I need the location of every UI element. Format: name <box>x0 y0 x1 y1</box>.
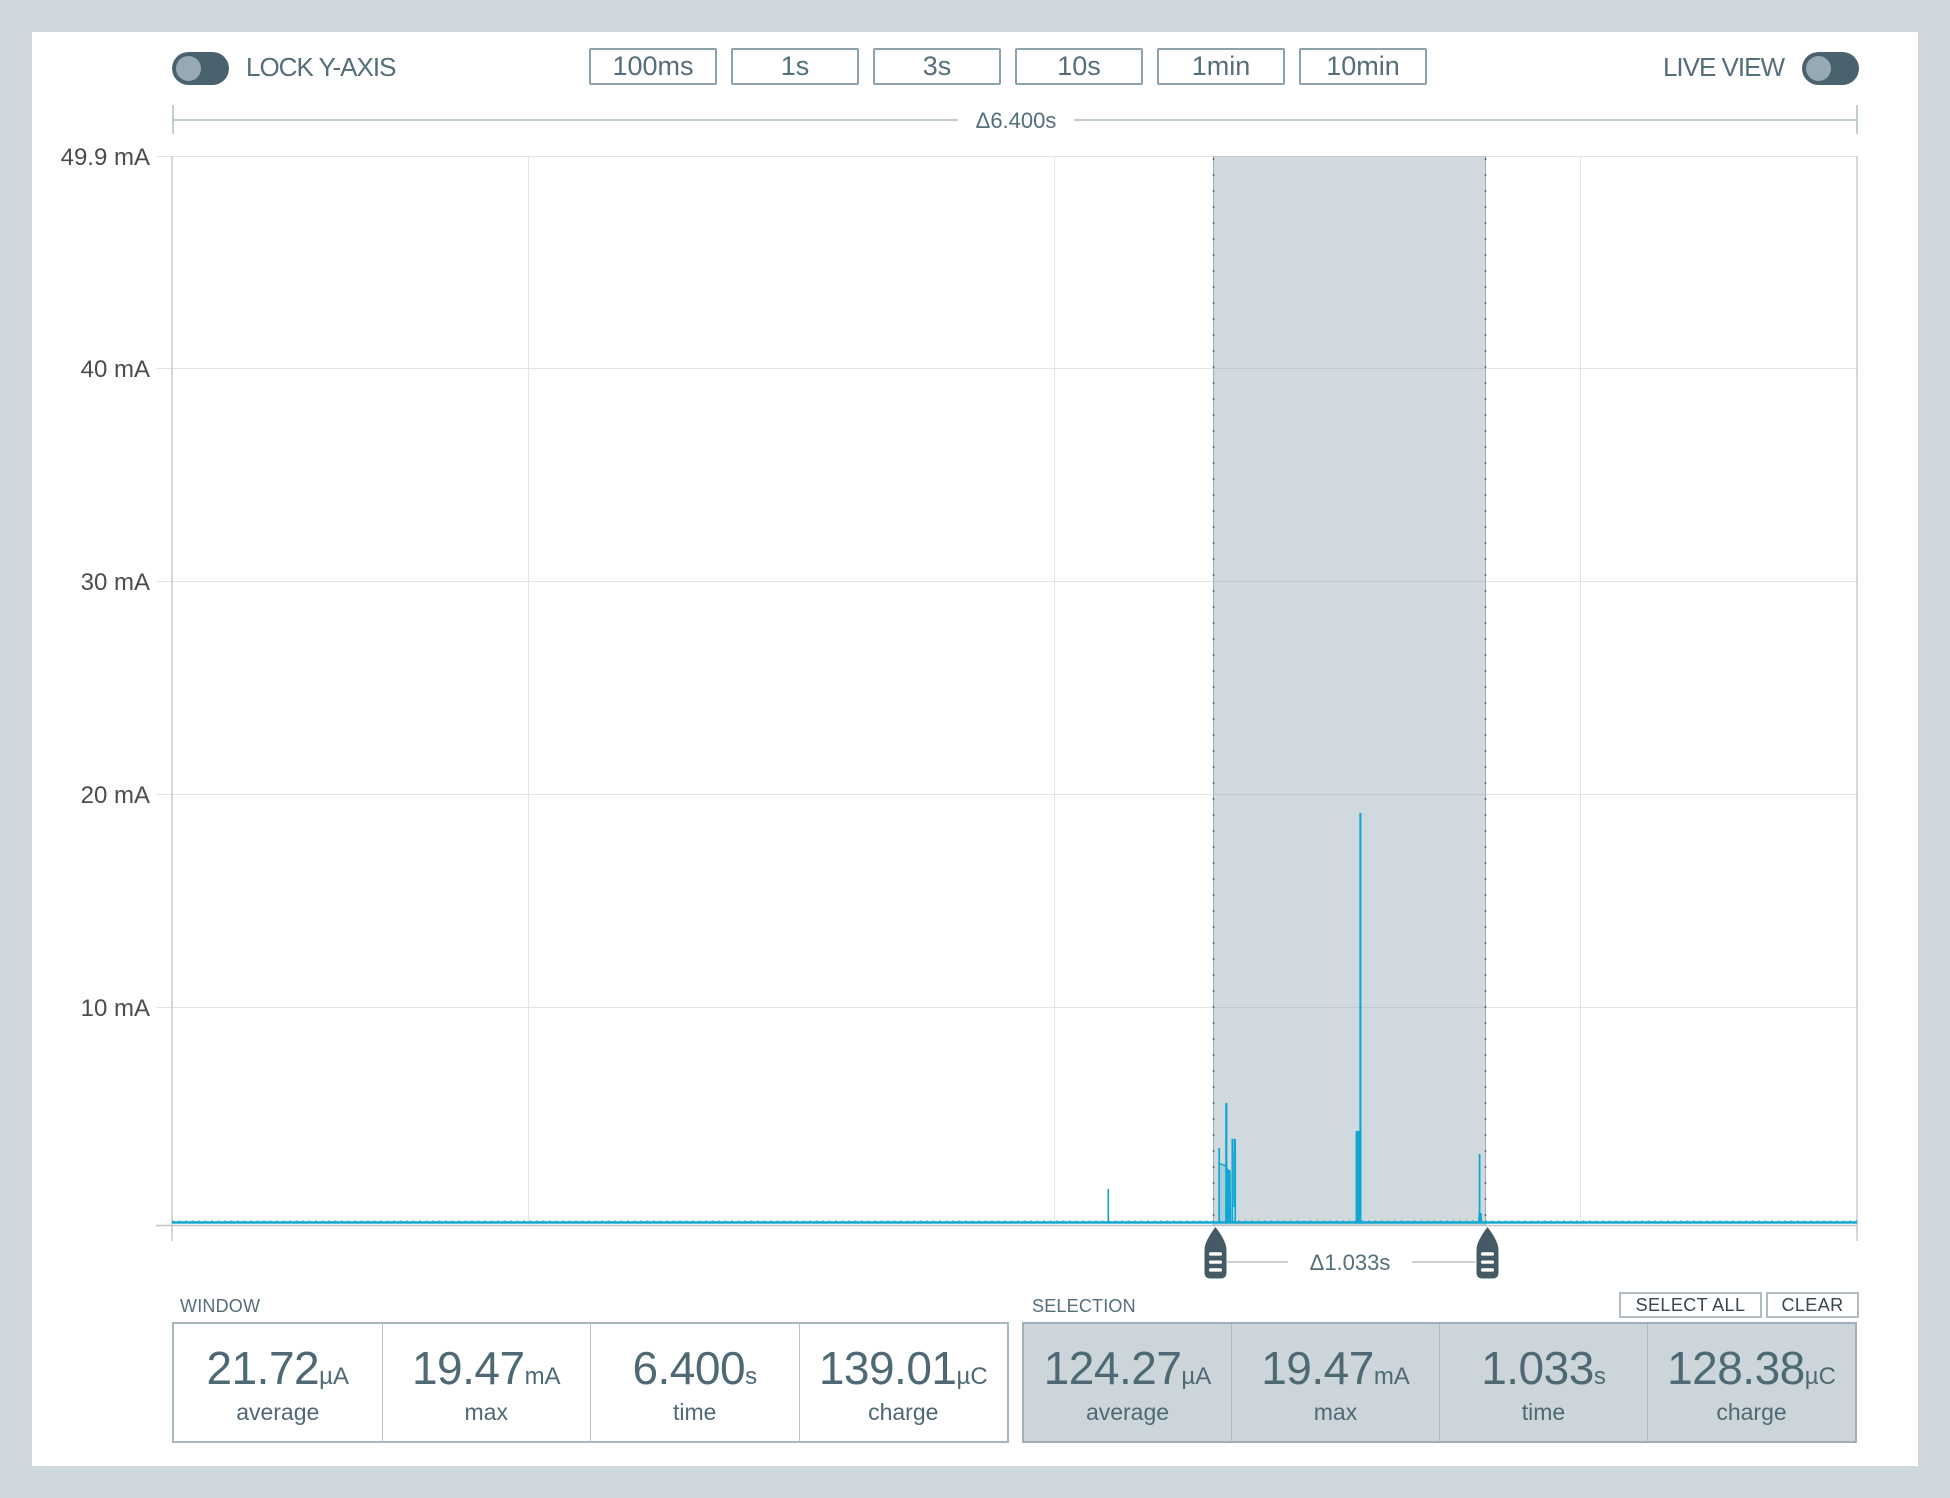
svg-text:40 mA: 40 mA <box>81 356 150 383</box>
svg-text:10 mA: 10 mA <box>81 995 150 1022</box>
svg-text:49.9 mA: 49.9 mA <box>61 144 150 171</box>
svg-text:30 mA: 30 mA <box>81 569 150 596</box>
svg-text:Δ1.033s: Δ1.033s <box>1310 1250 1391 1275</box>
svg-text:Δ6.400s: Δ6.400s <box>976 108 1057 133</box>
svg-text:20 mA: 20 mA <box>81 782 150 809</box>
